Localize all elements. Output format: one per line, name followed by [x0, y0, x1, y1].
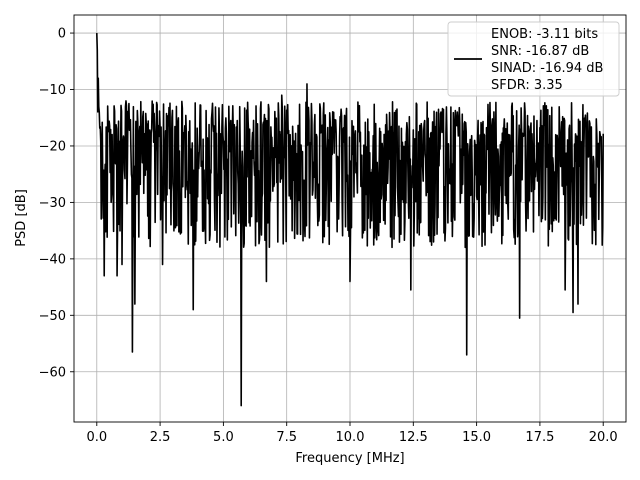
x-axis-label: Frequency [MHz] [295, 451, 404, 466]
x-tick-label: 7.5 [276, 430, 297, 445]
y-axis-label: PSD [dB] [14, 189, 29, 247]
y-tick-label: −50 [39, 309, 66, 324]
y-tick-label: −10 [39, 83, 66, 98]
x-tick-label: 20.0 [589, 430, 618, 445]
y-tick-label: −20 [39, 139, 66, 154]
y-tick-label: −60 [39, 365, 66, 380]
x-tick-label: 0.0 [86, 430, 107, 445]
y-tick-label: 0 [58, 27, 66, 42]
x-axis-ticks: 0.0 2.5 5.0 7.5 10.0 12.5 15.0 17.5 20.0 [86, 422, 618, 445]
y-axis-ticks: 0 −10 −20 −30 −40 −50 −60 [39, 27, 74, 380]
legend: ENOB: -3.11 bits SNR: -16.87 dB SINAD: -… [447, 21, 620, 97]
psd-series-line [95, 33, 605, 407]
y-tick-label: −40 [39, 252, 66, 267]
x-tick-label: 5.0 [213, 430, 234, 445]
legend-snr: SNR: -16.87 dB [491, 44, 589, 59]
legend-enob: ENOB: -3.11 bits [491, 27, 598, 42]
legend-box [447, 21, 620, 97]
legend-sinad: SINAD: -16.94 dB [491, 61, 603, 76]
x-tick-label: 10.0 [336, 430, 365, 445]
legend-sfdr: SFDR: 3.35 [491, 78, 563, 93]
plot-area [95, 33, 605, 407]
y-tick-label: −30 [39, 196, 66, 211]
x-tick-label: 2.5 [150, 430, 171, 445]
x-tick-label: 17.5 [525, 430, 554, 445]
x-tick-label: 15.0 [462, 430, 491, 445]
x-tick-label: 12.5 [399, 430, 428, 445]
